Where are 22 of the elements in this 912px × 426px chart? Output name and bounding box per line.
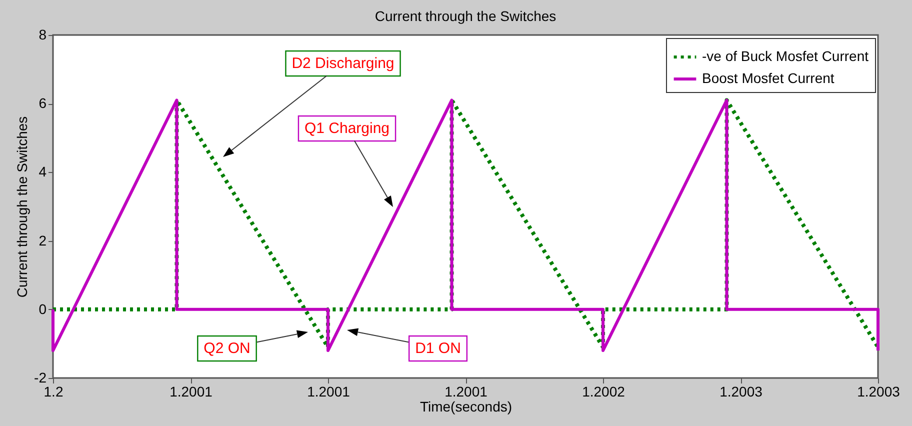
annotation: Q1 Charging	[304, 120, 390, 137]
x-axis-title: Time(seconds)	[420, 398, 512, 414]
x-tick-label: 1.2003	[857, 384, 900, 400]
y-tick-label: 6	[38, 95, 47, 112]
x-tick-label: 1.2001	[444, 384, 488, 400]
y-tick-label: -2	[34, 370, 47, 386]
annotation: D2 Discharging	[292, 55, 394, 72]
y-tick-label: 0	[38, 300, 47, 317]
annotation: Q2 ON	[204, 340, 250, 357]
y-tick-label: 2	[38, 232, 47, 248]
x-tick-label: 1.2002	[582, 384, 626, 400]
y-axis-title: Current through the Switches	[14, 116, 30, 298]
y-tick-label: 4	[38, 164, 47, 180]
legend-label: Boost Mosfet Current	[702, 70, 834, 86]
y-tick-label: 8	[38, 26, 47, 42]
x-tick-label: 1.2003	[720, 384, 763, 400]
x-tick-label: 1.2001	[170, 384, 213, 400]
x-tick-label: 1.2	[44, 384, 64, 400]
x-tick-label: 1.2001	[307, 384, 350, 400]
annotation: D1 ON	[415, 340, 461, 357]
chart-title: Current through the Switches	[374, 8, 556, 24]
legend-label: -ve of Buck Mosfet Current	[702, 48, 869, 64]
